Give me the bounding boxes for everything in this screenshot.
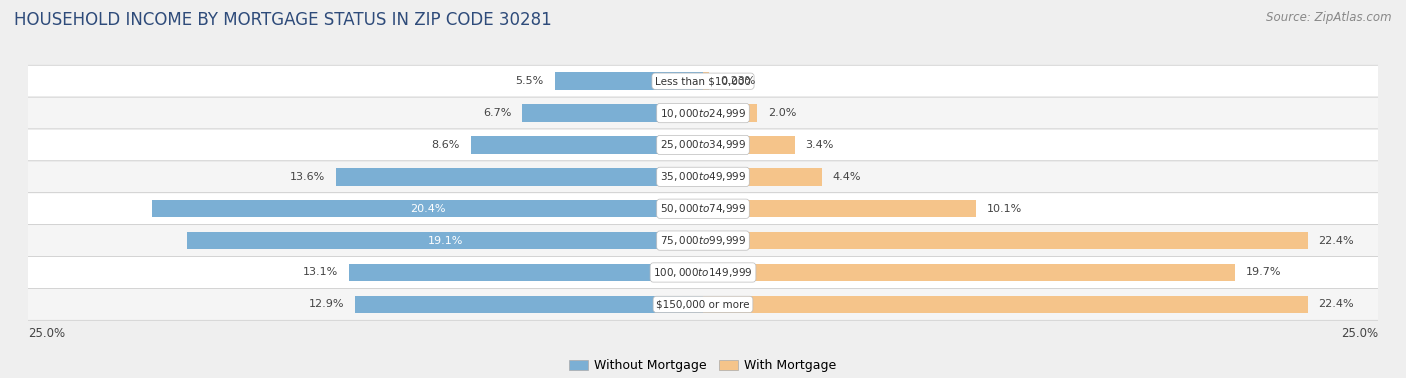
Text: 20.4%: 20.4% <box>411 204 446 214</box>
Bar <box>703 296 1308 313</box>
Text: Less than $10,000: Less than $10,000 <box>655 76 751 86</box>
FancyBboxPatch shape <box>14 257 1392 288</box>
Text: $75,000 to $99,999: $75,000 to $99,999 <box>659 234 747 247</box>
Bar <box>554 73 703 90</box>
Text: 6.7%: 6.7% <box>482 108 512 118</box>
FancyBboxPatch shape <box>14 129 1392 161</box>
Text: 25.0%: 25.0% <box>28 327 65 340</box>
Bar <box>703 232 1308 249</box>
Text: $35,000 to $49,999: $35,000 to $49,999 <box>659 170 747 183</box>
Text: 13.1%: 13.1% <box>304 268 339 277</box>
Bar <box>187 232 703 249</box>
Text: Source: ZipAtlas.com: Source: ZipAtlas.com <box>1267 11 1392 24</box>
Bar <box>703 104 756 122</box>
Legend: Without Mortgage, With Mortgage: Without Mortgage, With Mortgage <box>564 354 842 377</box>
Text: 3.4%: 3.4% <box>806 140 834 150</box>
Text: 22.4%: 22.4% <box>1319 299 1354 309</box>
Text: 25.0%: 25.0% <box>1341 327 1378 340</box>
FancyBboxPatch shape <box>14 288 1392 320</box>
FancyBboxPatch shape <box>14 193 1392 225</box>
Bar <box>703 200 976 217</box>
Text: 5.5%: 5.5% <box>516 76 544 86</box>
Text: $25,000 to $34,999: $25,000 to $34,999 <box>659 138 747 152</box>
FancyBboxPatch shape <box>14 225 1392 257</box>
Text: 13.6%: 13.6% <box>290 172 325 182</box>
Bar <box>703 264 1234 281</box>
Text: $50,000 to $74,999: $50,000 to $74,999 <box>659 202 747 215</box>
FancyBboxPatch shape <box>14 65 1392 97</box>
Text: 2.0%: 2.0% <box>768 108 796 118</box>
Bar <box>703 136 794 154</box>
Text: $100,000 to $149,999: $100,000 to $149,999 <box>654 266 752 279</box>
Text: HOUSEHOLD INCOME BY MORTGAGE STATUS IN ZIP CODE 30281: HOUSEHOLD INCOME BY MORTGAGE STATUS IN Z… <box>14 11 551 29</box>
Text: 19.7%: 19.7% <box>1246 268 1281 277</box>
FancyBboxPatch shape <box>14 97 1392 129</box>
Text: 10.1%: 10.1% <box>987 204 1022 214</box>
Bar <box>703 168 821 186</box>
Bar <box>336 168 703 186</box>
Text: $10,000 to $24,999: $10,000 to $24,999 <box>659 107 747 119</box>
Text: 8.6%: 8.6% <box>432 140 460 150</box>
Text: 0.23%: 0.23% <box>720 76 755 86</box>
Text: $150,000 or more: $150,000 or more <box>657 299 749 309</box>
Bar <box>354 296 703 313</box>
Text: 22.4%: 22.4% <box>1319 235 1354 246</box>
Text: 4.4%: 4.4% <box>832 172 860 182</box>
FancyBboxPatch shape <box>14 161 1392 193</box>
Bar <box>522 104 703 122</box>
Text: 19.1%: 19.1% <box>427 235 463 246</box>
Bar <box>152 200 703 217</box>
Bar <box>703 73 709 90</box>
Bar <box>471 136 703 154</box>
Bar <box>349 264 703 281</box>
Text: 12.9%: 12.9% <box>308 299 344 309</box>
